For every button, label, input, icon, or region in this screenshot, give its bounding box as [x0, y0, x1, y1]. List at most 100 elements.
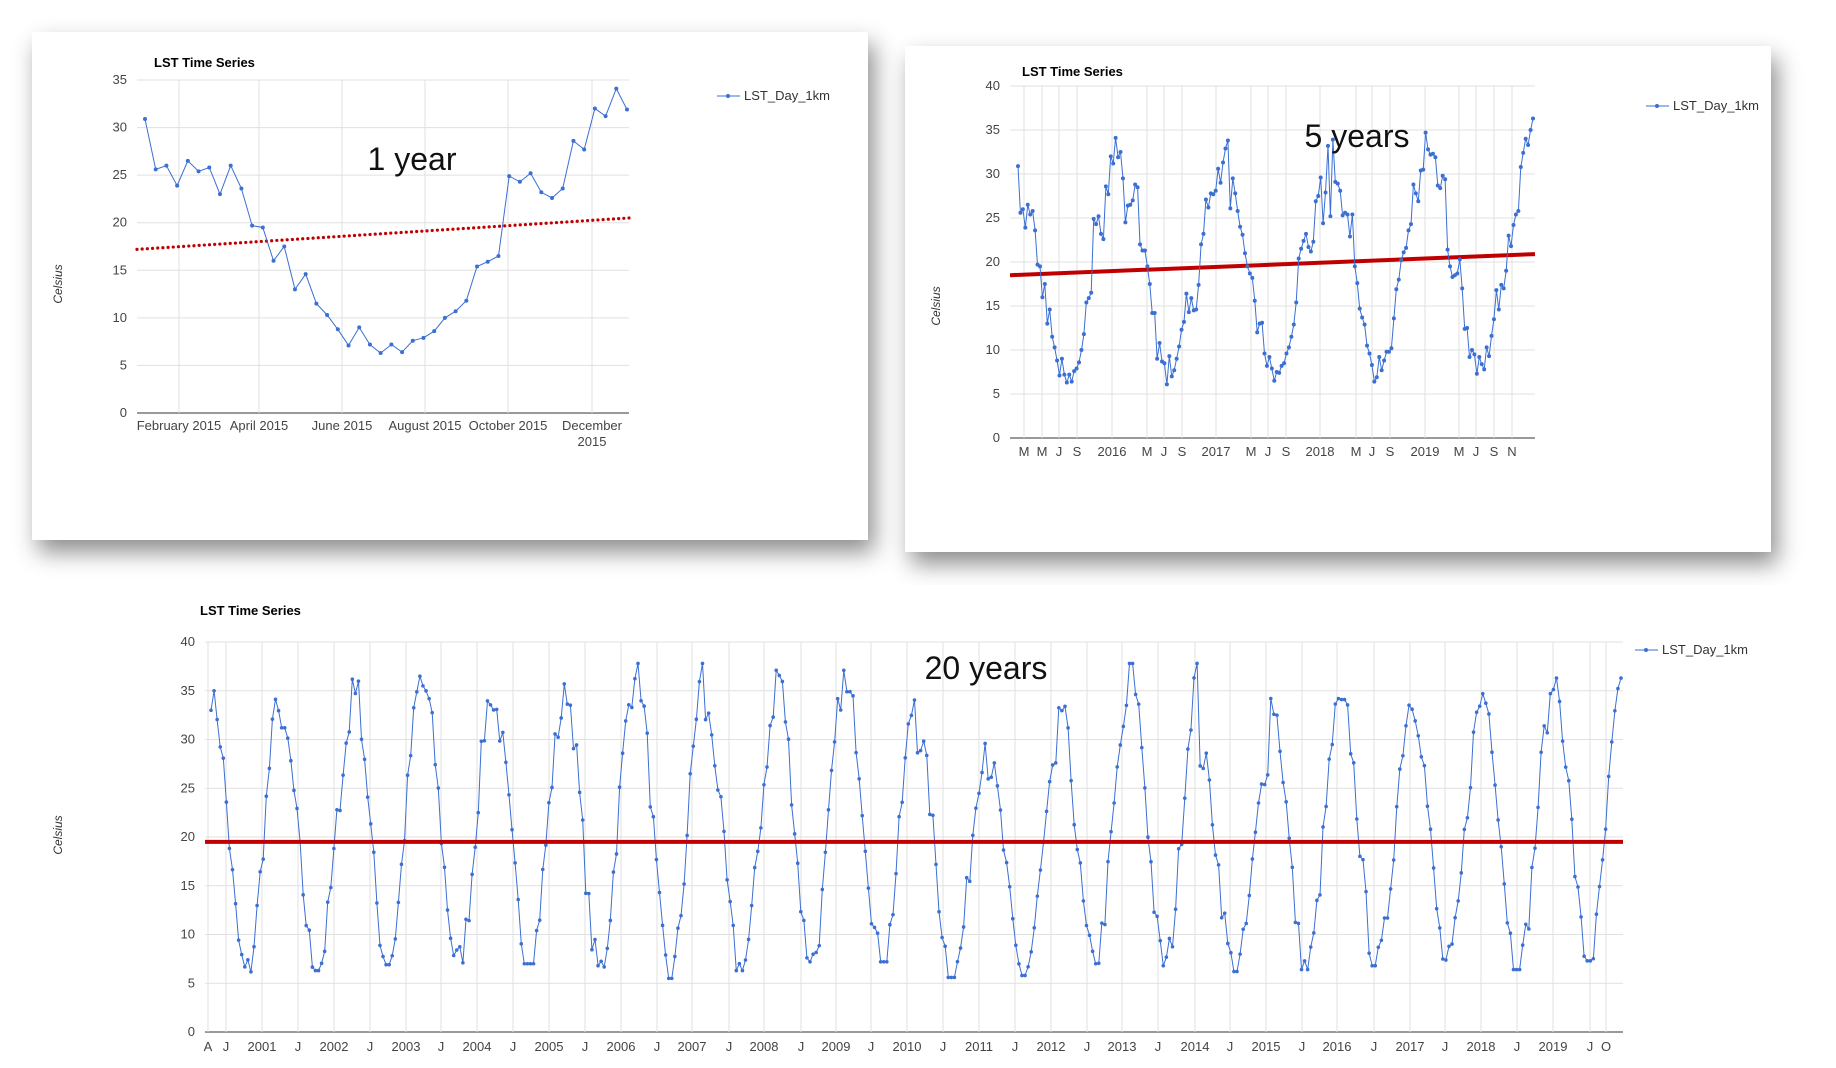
data-point [372, 850, 376, 854]
legend-label: LST_Day_1km [744, 88, 830, 103]
data-point [1101, 237, 1106, 242]
data-point [1130, 198, 1135, 203]
data-point [633, 676, 637, 681]
data-point [1613, 708, 1617, 713]
data-point [1112, 801, 1116, 805]
data-point [949, 975, 954, 980]
data-point [285, 736, 290, 740]
data-point [1557, 699, 1562, 704]
x-tick-label: M [1142, 444, 1153, 459]
data-point [212, 688, 216, 693]
x-tick-label: J [1473, 444, 1480, 459]
trend-point [435, 228, 439, 232]
data-point [1502, 882, 1507, 886]
chart-panel-5-years: LST Time Series Celsius 0 5 10 15 20 25 30 35 40… [905, 46, 1771, 552]
data-point [980, 770, 984, 775]
data-point [1201, 766, 1206, 771]
data-point [636, 661, 640, 666]
data-point [1573, 874, 1577, 879]
data-point [562, 682, 567, 686]
trend-point [202, 243, 206, 247]
data-point [795, 861, 800, 866]
data-point [1355, 817, 1359, 821]
annotation-label: 20 years [925, 650, 1048, 686]
y-tick-label: 35 [181, 683, 195, 698]
data-point [971, 833, 975, 838]
data-point [1240, 232, 1245, 237]
data-point [934, 862, 938, 867]
data-point [1023, 225, 1028, 230]
data-point [1290, 865, 1295, 870]
data-point [583, 891, 588, 896]
data-point [1072, 369, 1077, 374]
data-point [1591, 956, 1596, 961]
data-point [1443, 177, 1448, 182]
data-point [1491, 317, 1496, 322]
x-tick-label: 2006 [607, 1039, 636, 1054]
data-point [1603, 827, 1608, 831]
data-point [1448, 264, 1453, 269]
trend-point [301, 237, 305, 241]
data-point [482, 738, 487, 743]
x-tick-label: J [1265, 444, 1272, 459]
data-point [227, 846, 232, 851]
data-point [1335, 181, 1340, 186]
data-point [1079, 348, 1084, 352]
data-point [359, 737, 364, 742]
x-tick-label: J [510, 1039, 517, 1054]
data-point [829, 768, 834, 773]
data-point [421, 335, 426, 340]
trend-point [238, 241, 243, 245]
data-point [1087, 933, 1092, 938]
data-point [1361, 857, 1365, 862]
data-point [1600, 858, 1605, 862]
trend-point [440, 228, 445, 232]
data-point [1416, 733, 1421, 738]
data-point [1052, 345, 1057, 350]
data-point [752, 865, 757, 870]
chart-title: LST Time Series [1022, 64, 1123, 79]
data-point [937, 909, 941, 914]
data-point [1433, 155, 1438, 160]
x-tick-label: 2009 [822, 1039, 851, 1054]
data-point [164, 163, 169, 168]
data-point [1434, 906, 1439, 911]
data-point [411, 705, 416, 710]
data-point [1545, 731, 1550, 735]
data-point [1327, 757, 1331, 761]
data-point [458, 944, 462, 949]
data-point [1075, 847, 1080, 852]
data-point [762, 782, 766, 787]
data-point [1479, 362, 1484, 367]
data-point [501, 730, 505, 735]
data-point [442, 865, 447, 870]
data-point [1124, 703, 1129, 708]
data-point [1482, 367, 1487, 372]
trend-point [487, 225, 491, 229]
data-point [851, 694, 855, 698]
data-point [1016, 164, 1020, 169]
data-point [1026, 964, 1030, 969]
data-point [774, 668, 779, 673]
data-point [1096, 961, 1101, 966]
data-point [433, 762, 438, 767]
x-tick-label: J [1587, 1039, 1594, 1054]
data-point [1001, 848, 1006, 852]
data-point [242, 965, 247, 969]
data-point [1207, 778, 1212, 782]
data-point [857, 777, 861, 781]
trend-point [389, 231, 393, 235]
data-point [1364, 889, 1368, 894]
y-tick-label: 25 [113, 167, 127, 182]
legend-label: LST_Day_1km [1673, 98, 1759, 113]
data-point [1391, 316, 1396, 321]
trend-point [466, 226, 471, 230]
x-tick-label: 2008 [750, 1039, 779, 1054]
data-point [1265, 773, 1270, 777]
trend-point [539, 221, 543, 226]
data-point [1315, 898, 1319, 903]
data-point [1447, 944, 1451, 949]
data-point [602, 965, 607, 969]
data-point [1518, 164, 1523, 169]
data-point [582, 147, 587, 152]
